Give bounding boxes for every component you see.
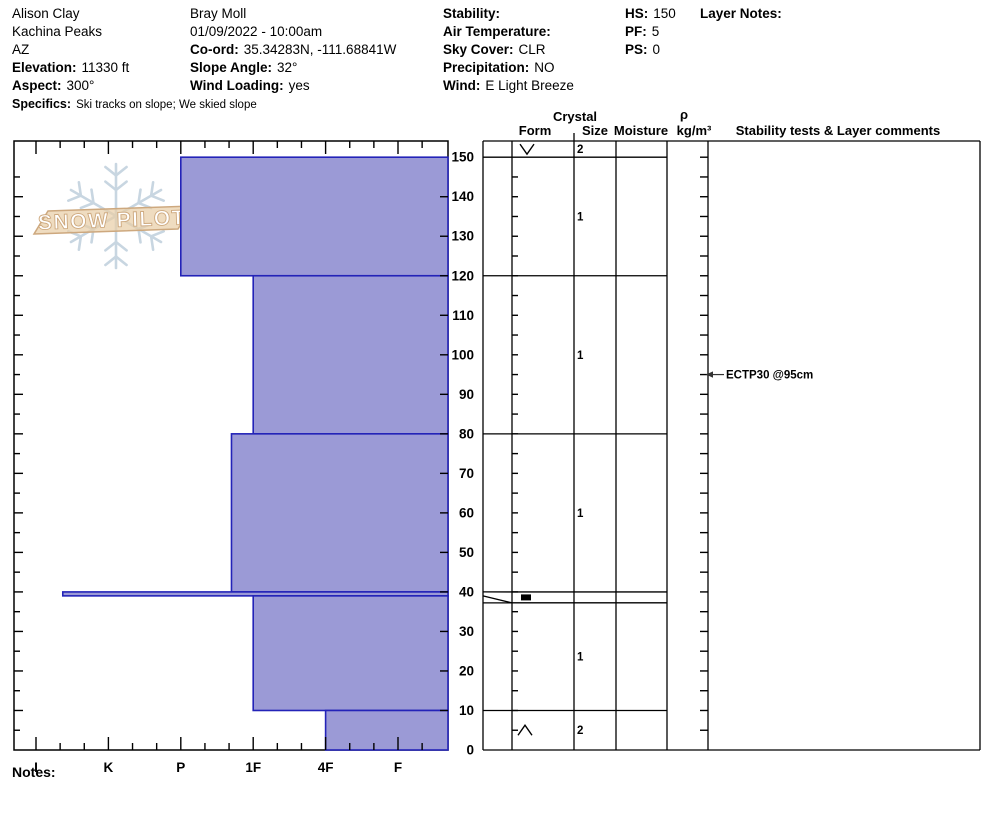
grain-size-value: 1	[577, 508, 584, 520]
svg-text:80: 80	[459, 426, 474, 441]
svg-text:0: 0	[466, 743, 474, 758]
left-arrow-icon	[706, 371, 713, 378]
header-weather-column: Stability: Air Temperature: Sky Cover: CL…	[443, 5, 574, 95]
svg-text:100: 100	[451, 347, 474, 362]
svg-text:40: 40	[459, 584, 474, 599]
svg-text:10: 10	[459, 703, 474, 718]
svg-text:30: 30	[459, 624, 474, 639]
state: AZ	[12, 42, 30, 57]
layer-bar	[230, 433, 449, 593]
svg-text:150: 150	[451, 150, 474, 165]
svg-text:1F: 1F	[245, 760, 261, 775]
svg-text:kg/m³: kg/m³	[677, 123, 712, 138]
svg-text:Moisture: Moisture	[614, 123, 668, 138]
wind-loading: Wind Loading: yes	[190, 78, 310, 93]
date-time: 01/09/2022 - 10:00am	[190, 24, 323, 39]
grain-size-value: 2	[577, 725, 583, 737]
stability-test-label: ECTP30 @95cm	[726, 370, 813, 382]
pf-field: PF: 5	[625, 24, 660, 39]
svg-text:ρ: ρ	[680, 107, 688, 122]
coordinates: Co-ord: 35.34283N, -111.68841W	[190, 42, 397, 57]
grain-form-depth-hoar-icon	[517, 724, 533, 736]
layer-bar	[180, 156, 449, 277]
svg-text:K: K	[104, 760, 114, 775]
air-temperature-field: Air Temperature:	[443, 24, 551, 39]
ps-field: PS: 0	[625, 42, 661, 57]
layer-bar	[324, 709, 449, 751]
layer-bar	[252, 595, 449, 712]
svg-text:Crystal: Crystal	[553, 109, 597, 124]
slope-angle: Slope Angle: 32°	[190, 60, 298, 75]
header-layer-notes-column: Layer Notes:	[700, 5, 787, 23]
header-pit-column: Bray Moll 01/09/2022 - 10:00am Co-ord: 35…	[190, 5, 396, 95]
svg-text:Form: Form	[519, 123, 552, 138]
grain-table	[482, 133, 981, 751]
svg-text:20: 20	[459, 663, 474, 678]
axis-labels: I K P 1F 4F F 0 10 20 30 40 50 60 70 80 90 100 110 120 130 1…	[34, 150, 474, 775]
aspect: Aspect: 300°	[12, 78, 95, 93]
svg-text:50: 50	[459, 545, 474, 560]
notes-label: Notes:	[12, 764, 56, 780]
svg-text:110: 110	[452, 308, 474, 323]
grain-size-value: 2	[577, 144, 583, 156]
sky-cover-field: Sky Cover: CLR	[443, 42, 546, 57]
svg-text:4F: 4F	[318, 760, 334, 775]
hardness-bars	[61, 156, 449, 751]
svg-text:90: 90	[459, 387, 474, 402]
svg-text:120: 120	[451, 268, 474, 283]
watermark-logo: SNOW PILOT	[32, 162, 194, 270]
axis-ticks	[14, 141, 708, 750]
hs-field: HS: 150	[625, 6, 676, 21]
wind-field: Wind: E Light Breeze	[443, 78, 574, 93]
svg-text:Stability tests & Layer commen: Stability tests & Layer comments	[736, 123, 940, 138]
grain-form-surface-hoar-icon	[519, 143, 535, 156]
svg-text:130: 130	[451, 229, 474, 244]
svg-text:Size: Size	[582, 123, 608, 138]
logo-text: SNOW PILOT	[38, 206, 187, 234]
svg-text:P: P	[176, 760, 185, 775]
stability-annotation: ECTP30 @95cm	[706, 370, 813, 382]
second-observer-name: Bray Moll	[190, 6, 247, 21]
svg-text:60: 60	[459, 505, 474, 520]
svg-text:70: 70	[459, 466, 474, 481]
precipitation-field: Precipitation: NO	[443, 60, 555, 75]
layer-notes-field: Layer Notes:	[700, 6, 782, 21]
header-snowpack-column: HS: 150 PF: 5 PS: 0	[625, 5, 676, 59]
grain-size-value: 1	[577, 211, 584, 223]
grain-form-ice-icon	[521, 594, 531, 601]
specifics: Specifics: Ski tracks on slope; We skied …	[12, 97, 257, 111]
grain-size-value: 1	[577, 652, 584, 664]
location-name: Kachina Peaks	[12, 24, 103, 39]
stability-field: Stability:	[443, 6, 501, 21]
elevation: Elevation: 11330 ft	[12, 60, 130, 75]
grain-size-value: 1	[577, 350, 584, 362]
svg-text:I: I	[34, 760, 38, 775]
layer-bar	[252, 274, 449, 435]
header-observer-column: Alison Clay Kachina Peaks AZ Elevation: 1…	[12, 5, 129, 95]
observer-name: Alison Clay	[12, 6, 80, 21]
svg-text:F: F	[394, 760, 402, 775]
svg-text:140: 140	[451, 189, 474, 204]
